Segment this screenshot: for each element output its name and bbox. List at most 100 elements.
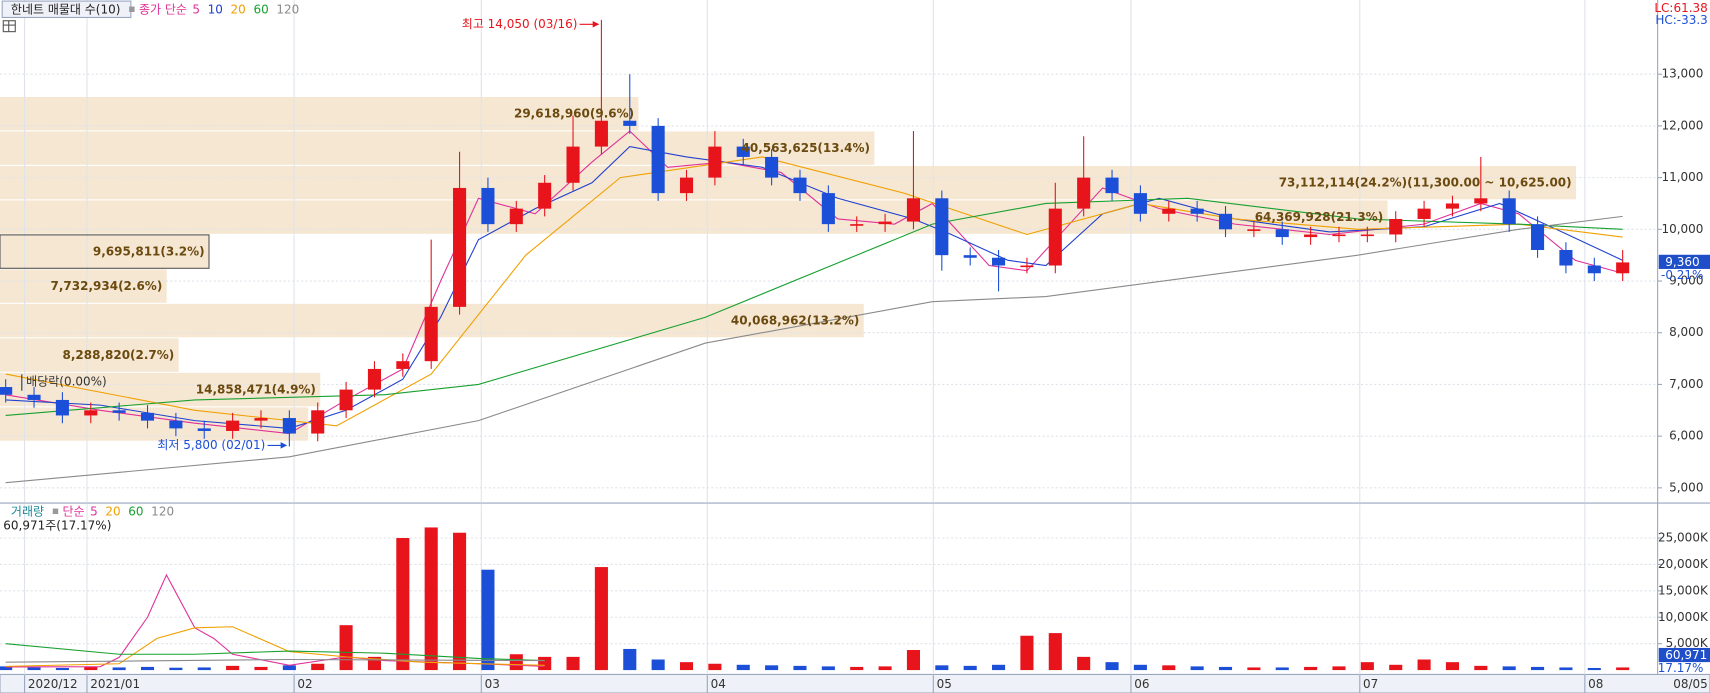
moving-average-line	[5, 197, 1623, 417]
volume-bar	[1474, 665, 1488, 671]
candle-body	[765, 156, 779, 178]
candle-body	[1218, 213, 1233, 230]
volume-bar	[1275, 667, 1289, 671]
low-label: 최저 5,800 (02/01)	[157, 438, 265, 452]
volume-average-line	[5, 643, 545, 662]
profile-label: 14,858,471(4.9%)	[196, 383, 316, 397]
profile-label: 7,732,934(2.6%)	[51, 279, 163, 293]
candle-body	[1162, 208, 1176, 214]
candle-body	[1445, 203, 1459, 209]
profile-label: 9,695,811(3.2%)	[93, 245, 205, 259]
volume-bar	[1332, 666, 1346, 671]
candle-body	[1275, 229, 1289, 238]
candle-body	[679, 177, 694, 194]
volume-bar	[1133, 664, 1147, 671]
profile-label: 64,369,928(21.3%)	[1255, 210, 1383, 224]
y-tick-label: 7,000	[1669, 377, 1703, 391]
candle-body	[651, 125, 665, 194]
candle-body	[935, 198, 949, 256]
candle-body	[396, 361, 410, 369]
x-tick-label: 03	[485, 677, 500, 691]
legend-label: 단순	[63, 504, 85, 518]
legend-marker	[52, 508, 59, 515]
candle-body	[1531, 224, 1545, 250]
y-tick-label: 5,000K	[1666, 636, 1709, 650]
low-arrowhead	[280, 442, 288, 449]
candle-body	[736, 146, 750, 157]
y-tick-label: 25,000K	[1658, 531, 1709, 545]
candle-body	[1502, 198, 1516, 225]
candle-body	[821, 193, 835, 225]
volume-profile-band	[0, 338, 179, 372]
legend-entry: 5	[192, 2, 200, 16]
candle-body	[1304, 234, 1318, 238]
profile-label: 40,563,625(13.4%)	[742, 141, 870, 155]
candle-body	[169, 420, 183, 429]
legend-entry: 60	[128, 504, 143, 518]
candle-body	[367, 368, 382, 390]
legend-marker	[129, 6, 135, 13]
volume-profile-band	[0, 165, 1577, 200]
candle-body	[1332, 234, 1346, 237]
candle-body	[1417, 208, 1431, 219]
volume-bar	[112, 667, 126, 671]
high-arrowhead	[592, 20, 600, 28]
candle-body	[906, 198, 921, 222]
volume-bar	[538, 656, 552, 671]
candle-body	[1077, 177, 1091, 209]
moving-average-line	[5, 215, 1623, 484]
x-tick-label: 06	[1134, 677, 1149, 691]
volume-bar	[1587, 667, 1601, 671]
candle-body	[1105, 177, 1119, 194]
legend-entry: 120	[276, 2, 299, 16]
volume-bar	[708, 663, 722, 671]
volume-bar	[1389, 664, 1403, 671]
legend-label: 종가 단순	[139, 2, 187, 16]
y-tick-label: 8,000	[1669, 325, 1703, 339]
x-tick-label: 08	[1588, 677, 1603, 691]
date-axis	[0, 673, 1710, 693]
candle-body	[84, 410, 98, 416]
volume-bar	[1445, 662, 1459, 671]
candle-body	[538, 182, 552, 209]
candle-body	[1559, 249, 1573, 266]
y-tick-label: 15,000K	[1658, 583, 1709, 597]
last-volume-tag	[1658, 647, 1710, 663]
legend-title: 한네트 매물대 수(10)	[11, 2, 121, 16]
candle-body	[850, 224, 864, 226]
volume-bar	[793, 665, 807, 671]
volume-bar	[140, 666, 155, 671]
candle-body	[878, 221, 892, 225]
profile-label: 73,112,114(24.2%)(11,300.00 ~ 10,625.00)	[1279, 176, 1572, 190]
candle-body	[1587, 265, 1601, 274]
volume-bar	[1190, 666, 1204, 671]
volume-bar	[481, 569, 495, 671]
volume-bar	[594, 567, 608, 671]
volume-bar	[1105, 662, 1119, 671]
moving-average-line	[5, 130, 1623, 435]
volume-bar	[169, 667, 183, 671]
volume-bar	[396, 538, 410, 671]
candle-body	[566, 146, 580, 183]
last-volume-label: 60,971	[1665, 648, 1707, 662]
candle-body	[481, 187, 495, 225]
volume-bar	[1360, 662, 1374, 671]
y-tick-label: 10,000	[1661, 222, 1703, 236]
candle-body	[311, 410, 325, 434]
x-tick-label: 07	[1363, 677, 1378, 691]
y-tick-label: 9,000	[1669, 274, 1703, 288]
volume-profile-band	[0, 234, 210, 269]
candle-body	[1389, 218, 1403, 235]
candle-body	[282, 418, 296, 434]
candle-body	[1474, 198, 1488, 204]
volume-bar	[850, 666, 864, 671]
candle-body	[1616, 262, 1630, 274]
candle-body	[623, 120, 637, 126]
volume-bar	[1020, 635, 1034, 671]
y-tick-label: 5,000	[1669, 480, 1703, 494]
volume-profile-band	[0, 96, 639, 131]
legend-entry: 20	[105, 504, 120, 518]
legend-entry: 10	[208, 2, 223, 16]
volume-profile-band	[0, 407, 309, 441]
